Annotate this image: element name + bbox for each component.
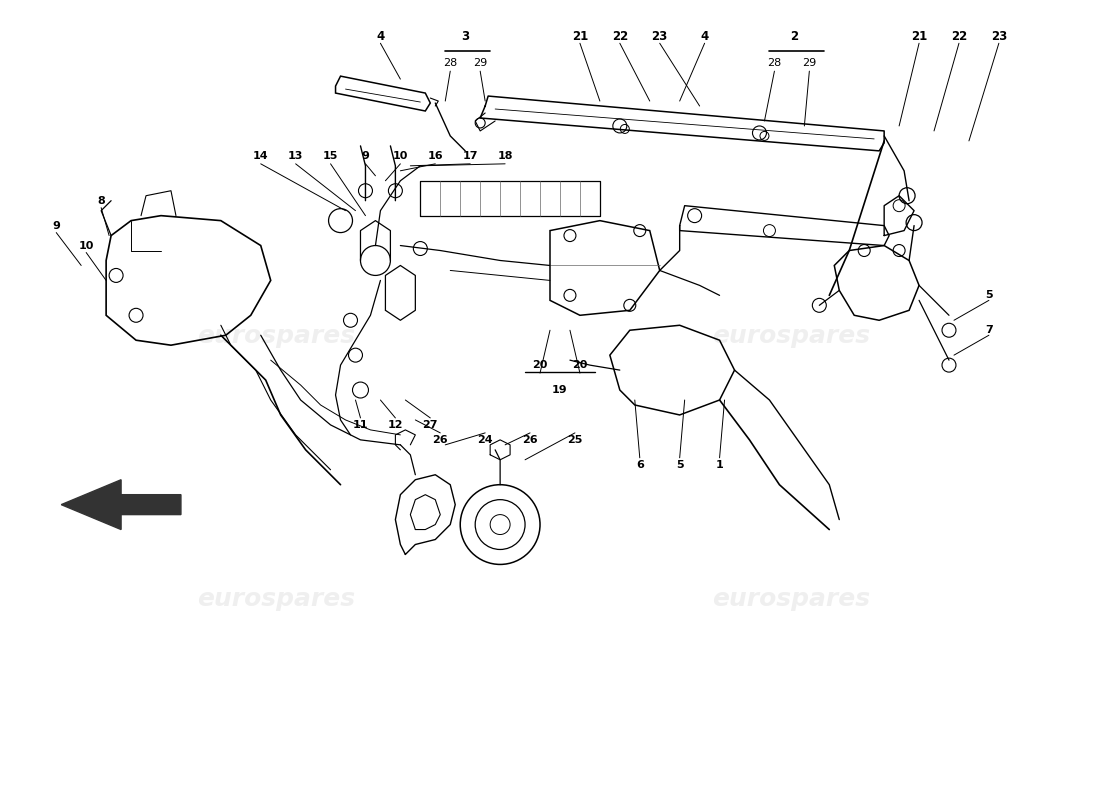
Text: 16: 16 (428, 151, 443, 161)
Text: 18: 18 (497, 151, 513, 161)
Text: 20: 20 (532, 360, 548, 370)
Text: 1: 1 (716, 460, 724, 470)
Text: 5: 5 (675, 460, 683, 470)
Text: 10: 10 (393, 151, 408, 161)
Text: 2: 2 (790, 30, 799, 42)
Text: 15: 15 (323, 151, 338, 161)
Text: eurospares: eurospares (197, 324, 355, 348)
Text: 26: 26 (432, 435, 448, 445)
Text: 10: 10 (78, 241, 94, 250)
Text: 11: 11 (353, 420, 369, 430)
Text: 17: 17 (462, 151, 478, 161)
Text: 9: 9 (362, 151, 370, 161)
Text: 23: 23 (991, 30, 1006, 42)
Text: 9: 9 (53, 221, 60, 230)
Text: 12: 12 (387, 420, 403, 430)
Text: eurospares: eurospares (713, 324, 870, 348)
Text: 20: 20 (572, 360, 587, 370)
Text: 4: 4 (376, 30, 385, 42)
Text: 6: 6 (636, 460, 644, 470)
Text: 14: 14 (253, 151, 268, 161)
Text: 7: 7 (984, 326, 993, 335)
Text: 8: 8 (97, 196, 104, 206)
Text: 25: 25 (568, 435, 583, 445)
Text: eurospares: eurospares (197, 587, 355, 611)
Text: 29: 29 (802, 58, 816, 68)
Text: 27: 27 (422, 420, 438, 430)
Text: 4: 4 (701, 30, 708, 42)
Text: 24: 24 (477, 435, 493, 445)
Text: 28: 28 (443, 58, 458, 68)
Text: 22: 22 (950, 30, 967, 42)
Text: 19: 19 (552, 385, 568, 395)
Text: 13: 13 (288, 151, 304, 161)
Text: 21: 21 (911, 30, 927, 42)
Text: eurospares: eurospares (713, 587, 870, 611)
Text: 26: 26 (522, 435, 538, 445)
Text: 3: 3 (461, 30, 470, 42)
Text: 23: 23 (651, 30, 668, 42)
Text: 22: 22 (612, 30, 628, 42)
Text: 28: 28 (768, 58, 782, 68)
Text: 21: 21 (572, 30, 588, 42)
Text: 5: 5 (986, 290, 992, 300)
Text: 29: 29 (473, 58, 487, 68)
Polygon shape (62, 480, 180, 530)
